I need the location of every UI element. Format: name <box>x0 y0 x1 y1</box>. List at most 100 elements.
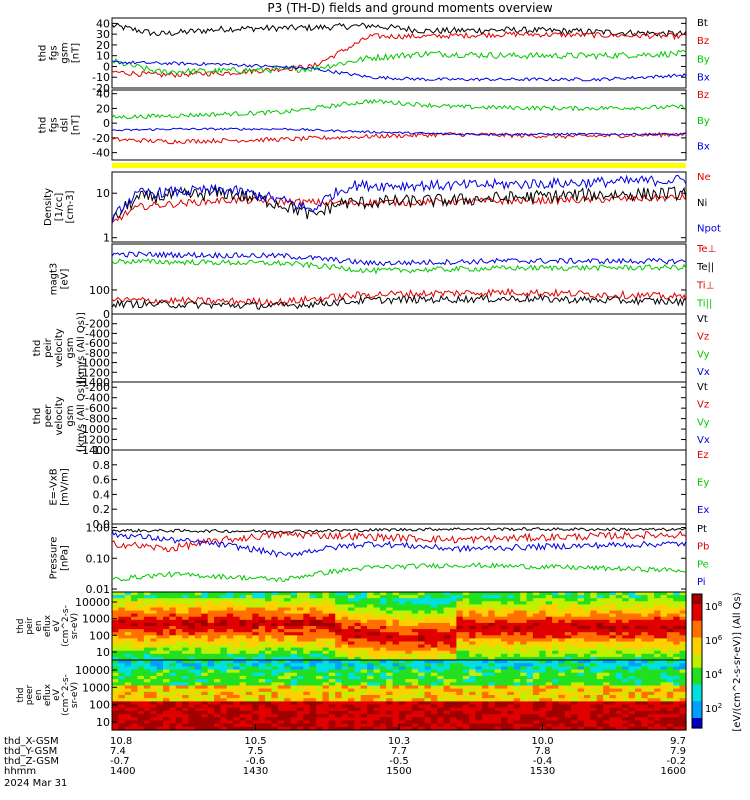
spectrogram-cell <box>443 601 451 605</box>
spectrogram-cell <box>443 622 451 627</box>
spectrogram-cell <box>322 710 330 715</box>
spectrogram-cell <box>131 701 139 706</box>
spectrogram-cell <box>552 616 560 621</box>
spectrogram-cell <box>609 641 617 646</box>
y-axis-label: gsm <box>60 42 71 63</box>
spectrogram-cell <box>341 688 349 693</box>
spectrogram-cell <box>290 613 298 618</box>
spectrogram-cell <box>571 701 579 706</box>
spectrogram-cell <box>520 663 528 667</box>
spectrogram-cell <box>328 622 336 627</box>
spectrogram-cell <box>513 629 521 633</box>
spectrogram-cell <box>418 666 426 671</box>
spectrogram-cell <box>297 663 304 667</box>
spectrogram-cell <box>290 723 298 728</box>
spectrogram-cell <box>265 595 273 599</box>
series-Pe <box>111 562 687 583</box>
spectrogram-cell <box>309 635 317 639</box>
spectrogram-cell <box>143 607 151 612</box>
spectrogram-cell <box>399 685 406 690</box>
spectrogram-cell <box>341 666 349 671</box>
spectrogram-cell <box>545 622 553 627</box>
spectrogram-cell <box>271 682 279 687</box>
spectrogram-cell <box>207 720 215 725</box>
spectrogram-cell <box>437 704 445 709</box>
spectrogram-cell <box>571 598 579 602</box>
spectrogram-cell <box>328 701 336 706</box>
spectrogram-cell <box>386 714 394 718</box>
spectrogram-cell <box>258 688 266 693</box>
y-tick-label: 20 <box>96 102 110 115</box>
spectrogram-cell <box>571 682 579 687</box>
spectrogram-cell <box>475 635 483 639</box>
spectrogram-cell <box>182 601 190 605</box>
spectrogram-cell <box>258 610 266 615</box>
spectrogram-cell <box>494 653 502 658</box>
spectrogram-cell <box>156 619 164 624</box>
spectrogram-cell <box>258 726 266 731</box>
spectrogram-cell <box>245 635 253 639</box>
spectrogram-cell <box>450 604 457 609</box>
spectrogram-cell <box>118 601 126 605</box>
spectrogram-cell <box>150 682 158 687</box>
orbit-row-label: hhmm <box>4 766 36 777</box>
spectrogram-cell <box>271 626 279 630</box>
spectrogram-cell <box>163 613 170 618</box>
spectrogram-cell <box>450 616 457 621</box>
spectrogram-cell <box>488 682 496 687</box>
spectrogram-cell <box>348 723 355 728</box>
spectrogram-cell <box>188 714 196 718</box>
spectrogram-cell <box>201 592 209 596</box>
spectrogram-cell <box>577 669 585 674</box>
spectrogram-cell <box>265 717 273 722</box>
spectrogram-cell <box>150 710 158 715</box>
spectrogram-cell <box>297 717 304 722</box>
spectrogram-cell <box>245 672 253 677</box>
spectrogram-cell <box>628 704 636 709</box>
spectrogram-cell <box>558 598 566 602</box>
spectrogram-cell <box>328 653 336 658</box>
spectrogram-cell <box>475 666 483 671</box>
spectrogram-cell <box>609 669 617 674</box>
spectrogram-cell <box>399 619 406 624</box>
spectrogram-cell <box>118 598 126 602</box>
spectrogram-cell <box>348 720 355 725</box>
spectrogram-cell <box>373 675 381 680</box>
spectrogram-cell <box>297 595 304 599</box>
spectrogram-cell <box>635 704 642 709</box>
spectrogram-cell <box>679 710 687 715</box>
spectrogram-cell <box>424 679 432 683</box>
spectrogram-cell <box>469 632 477 636</box>
spectrogram-cell <box>450 598 457 602</box>
spectrogram-cell <box>571 726 579 731</box>
spectrogram-cell <box>673 695 681 699</box>
spectrogram-cell <box>424 641 432 646</box>
spectrogram-cell <box>450 653 457 658</box>
y-axis-label: E=-VxB <box>49 468 60 505</box>
spectrogram-cell <box>469 595 477 599</box>
spectrogram-cell <box>367 679 375 683</box>
spectrogram-cell <box>564 666 572 671</box>
spectrogram-cell <box>622 701 630 706</box>
spectrogram-cell <box>131 685 139 690</box>
spectrogram-cell <box>437 592 445 596</box>
spectrogram-cell <box>118 632 126 636</box>
spectrogram-cell <box>545 595 553 599</box>
spectrogram-cell <box>233 682 241 687</box>
spectrogram-cell <box>328 726 336 731</box>
spectrogram-cell <box>379 666 387 671</box>
spectrogram-cell <box>564 653 572 658</box>
spectrogram-cell <box>214 660 221 664</box>
spectrogram-cell <box>673 607 681 612</box>
spectrogram-cell <box>584 688 591 693</box>
spectrogram-cell <box>118 656 126 661</box>
spectrogram-cell <box>399 720 406 725</box>
spectrogram-cell <box>258 647 266 652</box>
orbit-value: 1600 <box>661 766 686 777</box>
spectrogram-cell <box>577 653 585 658</box>
spectrogram-cell <box>214 682 221 687</box>
spectrogram-cell <box>399 723 406 728</box>
spectrogram-cell <box>545 647 553 652</box>
spectrogram-cell <box>360 710 368 715</box>
spectrogram-cell <box>590 632 598 636</box>
